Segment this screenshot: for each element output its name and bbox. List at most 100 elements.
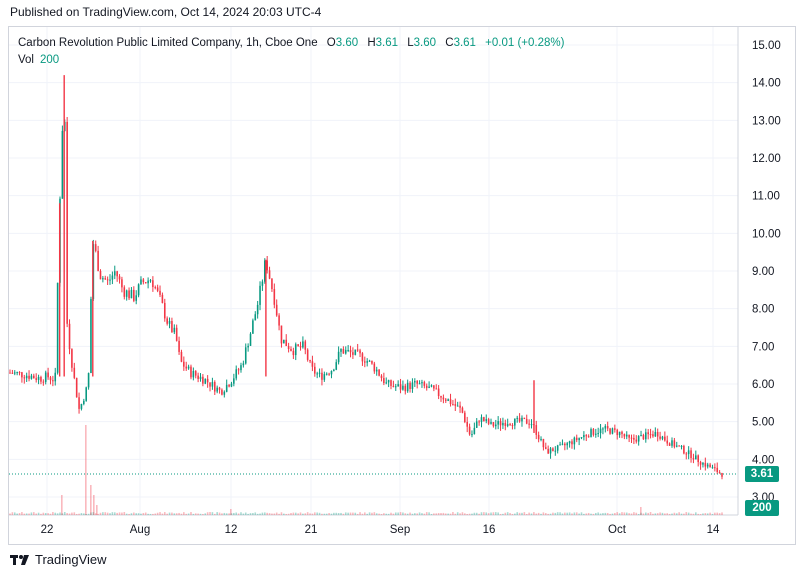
candle-body [18, 372, 21, 374]
candle-body [718, 472, 721, 474]
volume-bar [502, 513, 504, 515]
volume-bar [592, 513, 595, 515]
volume-bar [268, 513, 271, 515]
volume-bar [621, 512, 623, 515]
brand[interactable]: TradingView [10, 552, 107, 567]
volume-bar [59, 512, 61, 515]
volume-bar [233, 512, 235, 515]
volume-bar [221, 513, 223, 515]
y-tick-label: 7.00 [752, 341, 774, 353]
volume-bar [554, 512, 557, 515]
volume-bar [654, 513, 657, 515]
volume-bar [575, 512, 578, 515]
high-label: H [367, 37, 376, 49]
y-tick-label: 12.00 [752, 153, 781, 165]
volume-bar [566, 512, 569, 515]
volume-bar [156, 512, 159, 515]
volume-bar [583, 513, 585, 515]
candle-body [206, 378, 209, 383]
candle-body [483, 417, 485, 422]
candle-body [299, 346, 302, 348]
volume-bar [33, 512, 35, 515]
candle-body [268, 270, 271, 279]
volume-bar [75, 513, 78, 515]
volume-bar [266, 512, 268, 515]
volume-bar [666, 513, 669, 515]
volume-bar [359, 512, 361, 515]
change-value: +0.01 (+0.28%) [485, 37, 565, 49]
volume-bar [597, 512, 599, 515]
volume-bar [409, 512, 411, 515]
volume-bar [85, 425, 87, 515]
candle-body [75, 377, 78, 398]
volume-bar [142, 512, 145, 515]
candle-body [487, 419, 490, 424]
volume-bar [690, 513, 692, 515]
candle-body [521, 417, 523, 422]
candle-body [28, 375, 30, 379]
volume-bar [335, 512, 338, 515]
volume-bar [16, 513, 18, 515]
volume-bar [456, 512, 459, 515]
volume-bar [435, 513, 438, 515]
candle-body [573, 437, 576, 445]
candle-body [237, 369, 240, 371]
volume-bar [349, 512, 352, 515]
volume-bar [609, 513, 611, 515]
candle-body [402, 385, 404, 390]
candle-body [83, 400, 85, 405]
candle-body [459, 405, 461, 408]
candle-body [514, 418, 516, 426]
volume-bar [106, 512, 109, 515]
x-tick-label: Aug [130, 524, 150, 536]
volume-bar [516, 512, 519, 515]
candle-body [414, 381, 416, 383]
candle-body [580, 437, 583, 439]
candle-body [199, 376, 202, 379]
candle-body [697, 455, 699, 463]
candle-body [385, 382, 388, 384]
candle-body [361, 353, 364, 362]
volume-bar [211, 512, 214, 515]
candle-body [294, 344, 297, 356]
candle-body [516, 417, 519, 419]
volume-bar [497, 512, 499, 515]
volume-bar [154, 513, 157, 515]
candle-body [271, 278, 273, 290]
volume-bar [461, 512, 464, 515]
volume-bar [309, 513, 311, 515]
volume-bar [273, 513, 276, 515]
candle-body [225, 384, 228, 392]
volume-bar [256, 513, 259, 515]
candle-body [464, 412, 466, 423]
candle-body [695, 455, 697, 460]
volume-bar [659, 512, 661, 515]
volume-bar [21, 512, 23, 515]
volume-bar [564, 512, 566, 515]
high-value: 3.61 [375, 37, 399, 49]
volume-bar [280, 512, 283, 515]
volume-bar [52, 512, 54, 515]
candle-body [49, 377, 52, 381]
candle-body [254, 314, 257, 321]
volume-bar [466, 513, 469, 515]
volume-bar [640, 512, 642, 515]
candle-body [194, 370, 197, 376]
volume-bar [83, 513, 85, 515]
volume-bar [580, 512, 583, 515]
candle-body [71, 349, 73, 368]
volume-bar [618, 513, 621, 515]
candle-body [437, 388, 440, 397]
symbol-name[interactable]: Carbon Revolution Public Limited Company… [18, 37, 318, 49]
candle-body [323, 374, 326, 380]
volume-bar [330, 513, 333, 515]
volume-bar [675, 513, 678, 515]
candle-body [40, 376, 42, 382]
candle-body [575, 437, 578, 441]
volume-bar [664, 513, 666, 515]
candle-body [37, 376, 40, 380]
volume-bar [414, 513, 416, 515]
volume-bar [506, 512, 509, 515]
candle-body [690, 450, 692, 459]
